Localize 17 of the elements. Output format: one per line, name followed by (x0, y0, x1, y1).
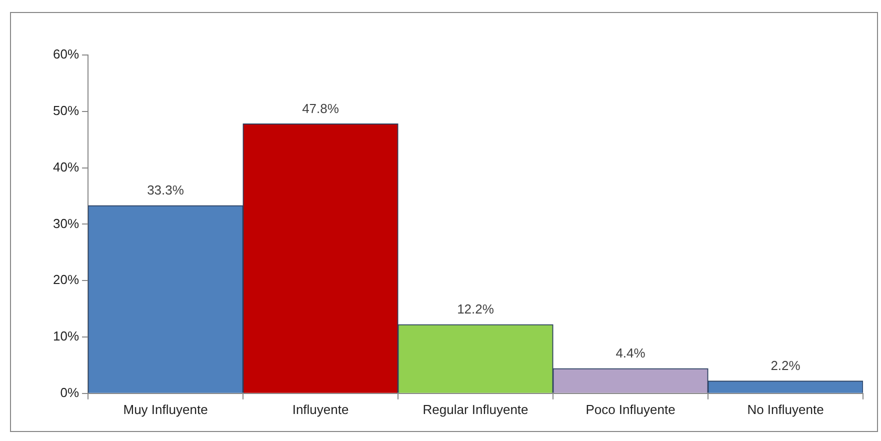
y-tick-label: 40% (52, 159, 80, 174)
data-label: 2.2% (770, 358, 801, 374)
data-label: 47.8% (302, 100, 340, 116)
y-tick-label: 50% (52, 102, 80, 118)
y-tick-label: 10% (52, 328, 80, 344)
y-tick-label: 20% (52, 272, 80, 288)
data-label: 33.3% (147, 182, 184, 198)
x-tick-label: Muy Influyente (123, 402, 208, 417)
data-label: 12.2% (457, 302, 494, 317)
data-label: 4.4% (616, 346, 646, 361)
y-tick-label: 60% (52, 46, 80, 62)
x-tick-label: Regular Influyente (422, 402, 528, 417)
x-tick-label: Influyente (292, 402, 349, 417)
x-tick-label: Poco Influyente (586, 402, 676, 417)
y-tick-label: 30% (52, 216, 80, 231)
y-tick-label: 0% (60, 384, 80, 400)
x-tick-label: No Influyente (747, 402, 824, 417)
